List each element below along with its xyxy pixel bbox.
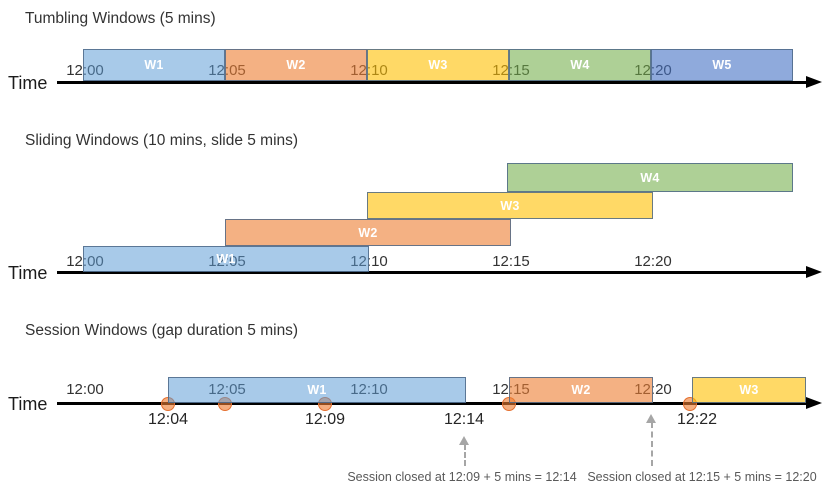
sliding-timeline-arrowhead-icon (806, 266, 822, 278)
window-label: W2 (358, 225, 378, 240)
window-w1: W1 (168, 377, 466, 403)
event-time-label: 12:14 (443, 411, 485, 428)
tumbling-timeline-arrowhead-icon (806, 76, 822, 88)
window-w2: W2 (509, 377, 653, 403)
dashed-up-arrow-line (651, 422, 653, 466)
window-label: W4 (570, 58, 590, 72)
session-close-annotation: Session closed at 12:15 + 5 mins = 12:20 (587, 470, 817, 484)
event-time-label: 12:04 (147, 411, 189, 428)
session-timeline-arrowhead-icon (806, 397, 822, 409)
window-w5: W5 (651, 49, 793, 81)
tumbling-title: Tumbling Windows (5 mins) (25, 10, 216, 27)
window-label: W1 (216, 252, 236, 266)
window-w1: W1 (83, 49, 225, 81)
window-w3: W3 (367, 49, 509, 81)
dashed-up-arrow-icon (646, 414, 656, 423)
tick-label: 12:20 (634, 253, 672, 270)
window-w3: W3 (692, 377, 806, 403)
session-time-axis-label: Time (8, 394, 48, 414)
window-label: W2 (571, 383, 591, 397)
window-label: W3 (428, 58, 448, 72)
window-label: W3 (739, 383, 759, 397)
dashed-up-arrow-icon (459, 436, 469, 445)
tick-label: 12:15 (492, 253, 530, 270)
tumbling-timeline (57, 81, 808, 84)
window-w4: W4 (507, 163, 793, 192)
window-w2: W2 (225, 49, 367, 81)
window-w3: W3 (367, 192, 653, 219)
dashed-up-arrow-line (464, 444, 466, 466)
sliding-title: Sliding Windows (10 mins, slide 5 mins) (25, 132, 299, 149)
event-time-label: 12:09 (304, 411, 346, 428)
sliding-time-axis-label: Time (8, 263, 48, 283)
window-label: W1 (307, 383, 327, 397)
window-label: W5 (712, 58, 732, 72)
window-w4: W4 (509, 49, 651, 81)
session-close-annotation: Session closed at 12:09 + 5 mins = 12:14 (347, 470, 577, 484)
sliding-timeline (57, 271, 808, 274)
tumbling-time-axis-label: Time (8, 73, 48, 93)
window-label: W1 (144, 58, 164, 72)
session-title: Session Windows (gap duration 5 mins) (25, 322, 299, 339)
tick-label: 12:00 (66, 381, 104, 398)
window-w2: W2 (225, 219, 511, 246)
session-timeline (57, 402, 808, 405)
window-label: W2 (286, 58, 306, 72)
window-label: W4 (640, 170, 660, 185)
event-time-label: 12:22 (676, 411, 718, 428)
window-label: W3 (500, 198, 520, 213)
window-w1: W1 (83, 246, 369, 272)
